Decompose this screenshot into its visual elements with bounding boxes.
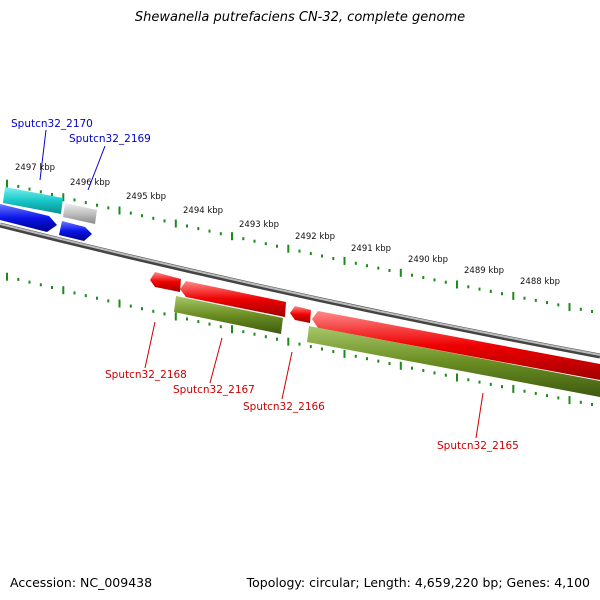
tick-label: 2490 kbp xyxy=(408,255,448,265)
gene-feature-sputcn32-2167-gene[interactable] xyxy=(174,296,283,334)
genome-backbone xyxy=(0,222,600,359)
tick-label: 2488 kbp xyxy=(520,277,560,287)
tick-label: 2491 kbp xyxy=(351,244,391,254)
label-connector xyxy=(39,129,47,181)
label-connector xyxy=(144,321,156,369)
gene-feature-sputcn32-2167-cds[interactable] xyxy=(180,281,286,317)
gene-label-sputcn32-2166[interactable]: Sputcn32_2166 xyxy=(243,401,325,413)
gene-feature-sputcn32-2169-cds[interactable] xyxy=(59,221,92,241)
gene-feature-sputcn32-2170-cds[interactable] xyxy=(0,204,57,232)
gene-label-sputcn32-2165[interactable]: Sputcn32_2165 xyxy=(437,440,519,452)
tick-label: 2489 kbp xyxy=(464,266,504,276)
gene-label-sputcn32-2167[interactable]: Sputcn32_2167 xyxy=(173,384,255,396)
tick-label: 2495 kbp xyxy=(126,192,166,202)
gene-feature-sputcn32-2166-cds[interactable] xyxy=(290,306,311,323)
label-connector xyxy=(475,392,484,439)
upper-ruler xyxy=(6,179,593,313)
tick-label: 2494 kbp xyxy=(183,206,223,216)
gene-feature-sputcn32-2165-gene[interactable] xyxy=(307,326,600,397)
map-title: Shewanella putrefaciens CN-32, complete … xyxy=(134,10,466,25)
gene-feature-sputcn32-2170-rna[interactable] xyxy=(3,187,63,214)
gene-feature-sputcn32-2165-cds[interactable] xyxy=(312,311,600,380)
label-connector xyxy=(209,337,223,384)
lower-ruler xyxy=(6,272,593,406)
gene-label-sputcn32-2169[interactable]: Sputcn32_2169 xyxy=(69,133,151,145)
genome-backbone-highlight xyxy=(0,223,600,356)
gene-label-sputcn32-2168[interactable]: Sputcn32_2168 xyxy=(105,369,187,381)
tick-label: 2497 kbp xyxy=(15,163,55,173)
topology-text: Topology: circular; Length: 4,659,220 bp… xyxy=(246,575,590,590)
label-connector xyxy=(87,145,106,191)
accession-text: Accession: NC_009438 xyxy=(10,575,153,590)
tick-label: 2493 kbp xyxy=(239,220,279,230)
gene-feature-sputcn32-2168-cds[interactable] xyxy=(150,272,181,292)
tick-label: 2496 kbp xyxy=(70,178,110,188)
gene-feature-sputcn32-2169-other[interactable] xyxy=(63,203,97,224)
label-connector xyxy=(281,351,293,400)
gene-label-sputcn32-2170[interactable]: Sputcn32_2170 xyxy=(11,118,93,130)
tick-label: 2492 kbp xyxy=(295,232,335,242)
